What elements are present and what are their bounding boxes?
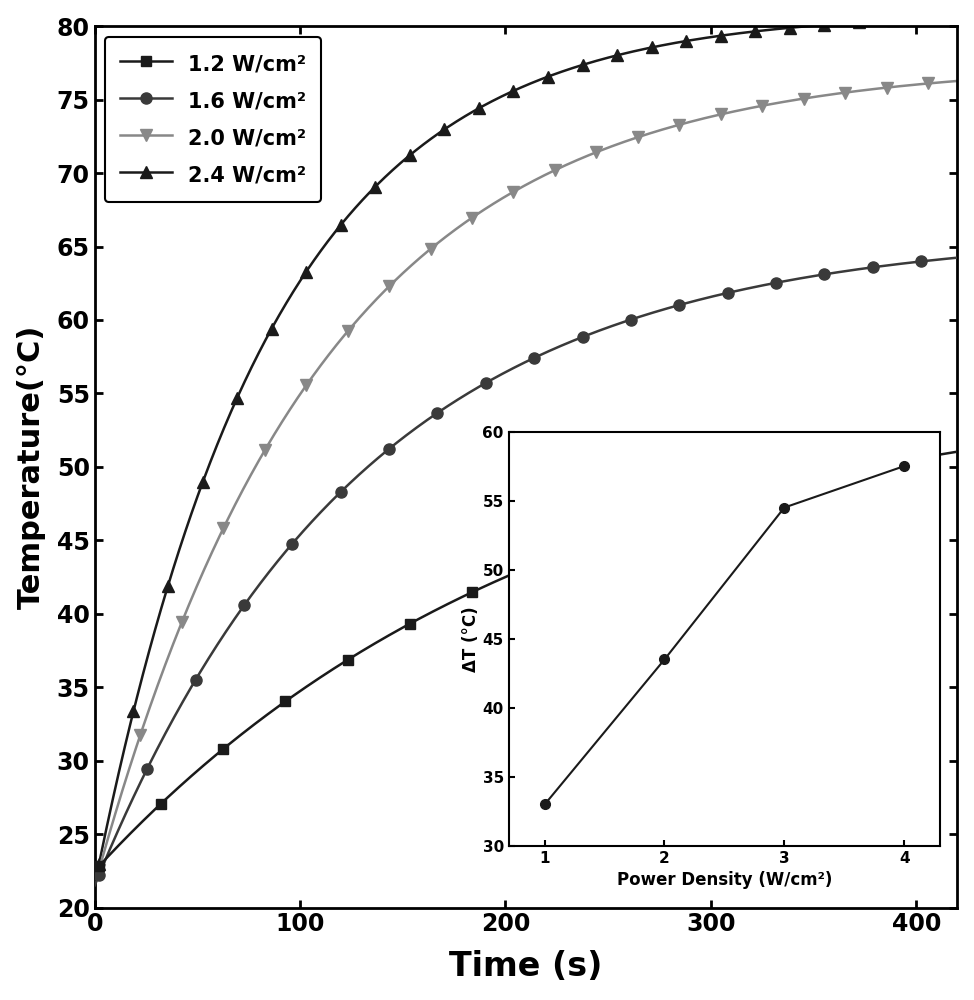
2.0 W/cm² [762, 99, 773, 111]
Line: 2.4 W/cm²: 2.4 W/cm² [89, 12, 963, 891]
1.6 W/cm² [468, 383, 480, 395]
2.0 W/cm² [89, 880, 100, 892]
1.6 W/cm² [952, 252, 963, 264]
2.4 W/cm² [777, 22, 789, 34]
1.2 W/cm² [762, 484, 773, 496]
2.4 W/cm² [952, 12, 963, 24]
1.6 W/cm² [89, 880, 100, 892]
1.2 W/cm² [89, 865, 100, 877]
Legend: 1.2 W/cm², 1.6 W/cm², 2.0 W/cm², 2.4 W/cm²: 1.2 W/cm², 1.6 W/cm², 2.0 W/cm², 2.4 W/c… [105, 37, 321, 202]
1.6 W/cm² [762, 278, 773, 290]
2.0 W/cm² [777, 96, 789, 108]
2.4 W/cm² [437, 124, 449, 136]
2.4 W/cm² [468, 105, 480, 117]
1.2 W/cm² [681, 505, 693, 517]
X-axis label: Time (s): Time (s) [449, 950, 603, 983]
2.0 W/cm² [681, 117, 693, 129]
1.2 W/cm² [952, 446, 963, 458]
2.0 W/cm² [437, 233, 449, 245]
Y-axis label: Temperature(°C): Temperature(°C) [17, 325, 46, 609]
2.4 W/cm² [177, 533, 189, 545]
1.6 W/cm² [777, 275, 789, 287]
Line: 1.6 W/cm²: 1.6 W/cm² [89, 252, 963, 891]
Line: 1.2 W/cm²: 1.2 W/cm² [90, 447, 962, 876]
1.6 W/cm² [681, 297, 693, 309]
1.2 W/cm² [177, 778, 189, 790]
1.6 W/cm² [177, 696, 189, 708]
2.0 W/cm² [952, 75, 963, 87]
1.2 W/cm² [437, 600, 449, 612]
Line: 2.0 W/cm²: 2.0 W/cm² [89, 75, 963, 891]
2.4 W/cm² [681, 35, 693, 47]
2.4 W/cm² [762, 24, 773, 36]
2.0 W/cm² [177, 614, 189, 626]
1.6 W/cm² [437, 403, 449, 415]
1.2 W/cm² [468, 585, 480, 597]
2.4 W/cm² [89, 880, 100, 892]
1.2 W/cm² [777, 480, 789, 492]
2.0 W/cm² [468, 210, 480, 222]
